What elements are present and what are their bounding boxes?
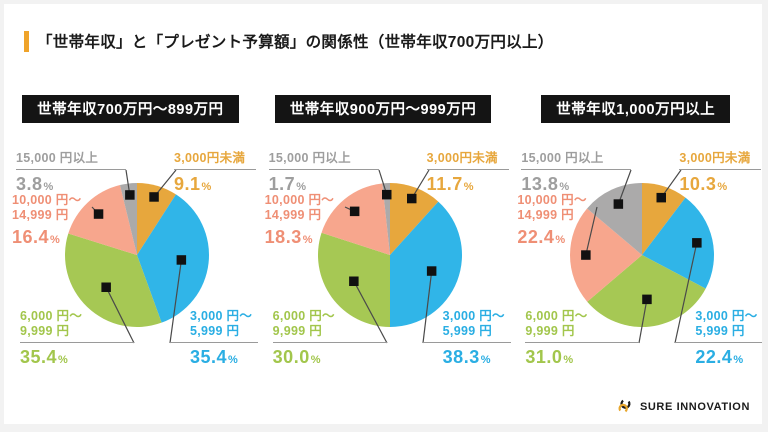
value-6000-9999: 31.0% bbox=[525, 347, 574, 367]
value-3000-5999: 38.3% bbox=[442, 347, 491, 367]
label-10000-14999: 10,000 円～ 14,999 円 16.4% bbox=[12, 193, 98, 248]
charts-row: 世帯年収700万円～899万円 15,000 円以上 3.8% 3,000円未満… bbox=[4, 95, 762, 395]
label-15000-plus: 15,000 円以上 1.7% bbox=[268, 151, 379, 195]
slide: 「世帯年収」と「プレゼント予算額」の関係性（世帯年収700万円以上） 世帯年収7… bbox=[4, 4, 762, 424]
chart-header-900-999: 世帯年収900万円～999万円 bbox=[274, 95, 492, 123]
pie-chart-1000-plus: 15,000 円以上 13.8% 3,000円未満 10.3% 10,000 円… bbox=[509, 143, 762, 395]
value-10000-14999: 22.4% bbox=[517, 227, 566, 247]
label-15000-plus: 15,000 円以上 13.8% bbox=[521, 151, 632, 195]
value-6000-9999: 35.4% bbox=[20, 347, 69, 367]
label-3000-5999: 3,000 円～ 5,999 円 35.4% bbox=[170, 309, 258, 368]
brand-logo: SURE INNOVATION bbox=[616, 397, 750, 416]
label-under-3000: 3,000円未満 11.7% bbox=[426, 151, 509, 195]
label-3000-5999: 3,000 円～ 5,999 円 38.3% bbox=[422, 309, 511, 368]
brand-logo-icon bbox=[618, 398, 631, 414]
chart-title: 世帯年収1,000万円以上 bbox=[556, 102, 716, 118]
label-10000-14999: 10,000 円～ 14,999 円 22.4% bbox=[517, 193, 603, 248]
title-row: 「世帯年収」と「プレゼント予算額」の関係性（世帯年収700万円以上） bbox=[4, 4, 762, 52]
label-10000-14999: 10,000 円～ 14,999 円 18.3% bbox=[265, 193, 351, 248]
pie-svg bbox=[570, 169, 715, 344]
value-15000-plus: 3.8% bbox=[16, 174, 54, 194]
value-15000-plus: 13.8% bbox=[521, 174, 570, 194]
chart-column-700-899: 世帯年収700万円～899万円 15,000 円以上 3.8% 3,000円未満… bbox=[4, 95, 258, 395]
label-3000-5999: 3,000 円～ 5,999 円 22.4% bbox=[675, 309, 762, 368]
value-under-3000: 11.7% bbox=[426, 174, 474, 194]
label-under-3000: 3,000円未満 10.3% bbox=[679, 151, 762, 195]
value-under-3000: 9.1% bbox=[174, 174, 212, 194]
label-15000-plus: 15,000 円以上 3.8% bbox=[16, 151, 126, 195]
label-6000-9999: 6,000 円～ 9,999 円 35.4% bbox=[20, 309, 134, 368]
value-10000-14999: 16.4% bbox=[12, 227, 61, 247]
value-3000-5999: 35.4% bbox=[190, 347, 239, 367]
brand-name: SURE INNOVATION bbox=[639, 400, 750, 413]
pie-chart-900-999: 15,000 円以上 1.7% 3,000円未満 11.7% 10,000 円～… bbox=[257, 143, 511, 395]
value-15000-plus: 1.7% bbox=[268, 174, 307, 194]
label-under-3000: 3,000円未満 9.1% bbox=[174, 151, 256, 195]
pie-chart-700-899: 15,000 円以上 3.8% 3,000円未満 9.1% 10,000 円～ 1… bbox=[4, 143, 258, 395]
chart-header-1000-plus: 世帯年収1,000万円以上 bbox=[541, 95, 731, 123]
value-under-3000: 10.3% bbox=[679, 174, 728, 194]
pie-svg bbox=[65, 169, 210, 344]
value-10000-14999: 18.3% bbox=[264, 227, 313, 247]
value-6000-9999: 30.0% bbox=[272, 347, 321, 367]
label-6000-9999: 6,000 円～ 9,999 円 31.0% bbox=[525, 309, 640, 368]
chart-title: 世帯年収900万円～999万円 bbox=[289, 102, 477, 118]
value-3000-5999: 22.4% bbox=[695, 347, 744, 367]
pie-svg bbox=[317, 169, 462, 344]
label-6000-9999: 6,000 円～ 9,999 円 30.0% bbox=[272, 309, 387, 368]
title-accent-bar bbox=[24, 30, 29, 52]
chart-column-1000-plus: 世帯年収1,000万円以上 15,000 円以上 13.8% 3,000円未満 … bbox=[509, 95, 762, 395]
page-title: 「世帯年収」と「プレゼント予算額」の関係性（世帯年収700万円以上） bbox=[37, 34, 554, 51]
chart-title: 世帯年収700万円～899万円 bbox=[37, 102, 224, 118]
chart-header-700-899: 世帯年収700万円～899万円 bbox=[22, 95, 239, 123]
chart-column-900-999: 世帯年収900万円～999万円 15,000 円以上 1.7% 3,000円未満… bbox=[257, 95, 511, 395]
